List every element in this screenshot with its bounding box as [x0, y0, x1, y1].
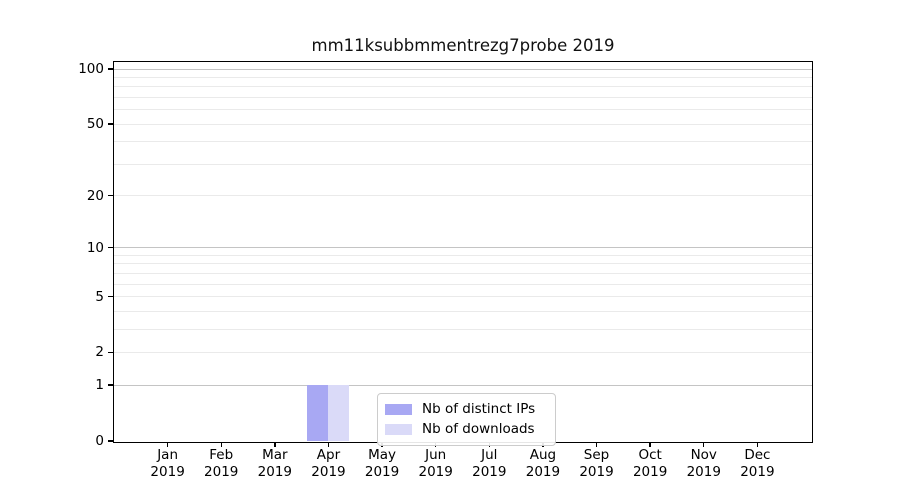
legend-swatch-downloads-icon: [385, 423, 412, 435]
x-tick-label-feb: Feb 2019: [204, 447, 239, 480]
gridline-y-3: [114, 328, 812, 330]
x-tick-label-mar: Mar 2019: [257, 447, 293, 480]
y-tick-label-10: 10: [86, 239, 104, 256]
gridline-y-30: [114, 163, 812, 165]
gridline-y-4: [114, 310, 812, 312]
y-tick-mark-5: [107, 295, 113, 298]
x-tick-mark-sep: [595, 441, 598, 447]
gridline-y-20: [114, 195, 812, 197]
y-tick-label-2: 2: [95, 344, 104, 361]
legend: Nb of distinct IPs Nb of downloads: [377, 393, 556, 446]
bar-nb-of-distinct-ips-apr: [307, 385, 329, 441]
y-tick-label-20: 20: [86, 187, 104, 204]
gridline-y-50: [114, 123, 812, 125]
chart-title: mm11ksubbmmentrezg7probe 2019: [311, 36, 615, 55]
x-tick-mark-apr: [327, 441, 330, 447]
legend-label-distinct-ips: Nb of distinct IPs: [422, 401, 536, 417]
x-tick-label-dec: Dec 2019: [740, 447, 775, 480]
legend-label-downloads: Nb of downloads: [422, 421, 535, 437]
gridline-y-60: [114, 109, 812, 111]
y-tick-mark-1: [107, 384, 113, 386]
y-tick-label-1: 1: [95, 377, 104, 394]
x-tick-mark-jan: [166, 441, 169, 447]
gridline-y-2: [114, 351, 812, 353]
gridline-y-80: [114, 86, 812, 88]
y-tick-mark-50: [107, 123, 113, 125]
x-tick-mark-dec: [756, 441, 759, 447]
gridline-y-5: [114, 296, 812, 298]
grid-layer: [114, 62, 812, 442]
x-tick-label-nov: Nov 2019: [686, 447, 721, 480]
bar-nb-of-downloads-apr: [328, 385, 350, 441]
gridline-y-10: [114, 247, 812, 249]
x-tick-mark-mar: [274, 441, 276, 447]
y-tick-mark-0: [107, 440, 113, 442]
gridline-y-9: [114, 254, 812, 256]
x-tick-label-sep: Sep 2019: [579, 447, 614, 480]
y-tick-label-50: 50: [86, 116, 104, 133]
gridline-y-40: [114, 141, 812, 143]
x-tick-mark-oct: [649, 441, 651, 447]
gridline-y-90: [114, 76, 812, 78]
x-tick-label-may: May 2019: [364, 447, 400, 480]
y-tick-label-100: 100: [78, 61, 104, 77]
x-tick-label-jun: Jun 2019: [418, 447, 453, 480]
gridline-y-100: [114, 68, 812, 70]
plot-area: 0 1 2 5 10 20 50 100 Jan 2019 Feb 2019 Mar 2019 Apr 201…: [78, 61, 813, 480]
gridline-y-1: [114, 384, 812, 386]
gridline-y-70: [114, 96, 812, 98]
legend-item-downloads: Nb of downloads: [385, 419, 547, 439]
legend-item-distinct-ips: Nb of distinct IPs: [385, 399, 547, 419]
y-tick-label-0: 0: [95, 433, 104, 449]
x-tick-label-aug: Aug 2019: [525, 447, 561, 480]
y-tick-mark-20: [107, 194, 113, 197]
x-tick-mark-nov: [703, 441, 705, 447]
x-tick-label-oct: Oct 2019: [632, 447, 668, 480]
y-tick-label-5: 5: [95, 288, 104, 305]
y-tick-mark-10: [107, 247, 113, 249]
y-tick-mark-100: [107, 68, 113, 70]
gridline-y-7: [114, 272, 812, 274]
bars-layer: [114, 62, 812, 442]
x-tick-label-jan: Jan 2019: [150, 447, 185, 480]
x-tick-label-jul: Jul 2019: [472, 447, 507, 480]
gridline-y-6: [114, 283, 812, 285]
gridline-y-8: [114, 263, 812, 265]
legend-swatch-distinct-ips-icon: [385, 403, 412, 415]
x-tick-label-apr: Apr 2019: [311, 447, 346, 480]
x-tick-mark-feb: [220, 441, 222, 447]
y-tick-mark-2: [107, 351, 113, 354]
axis-layer: 0 1 2 5 10 20 50 100 Jan 2019 Feb 2019 Mar 2019 Apr 201…: [78, 61, 812, 480]
